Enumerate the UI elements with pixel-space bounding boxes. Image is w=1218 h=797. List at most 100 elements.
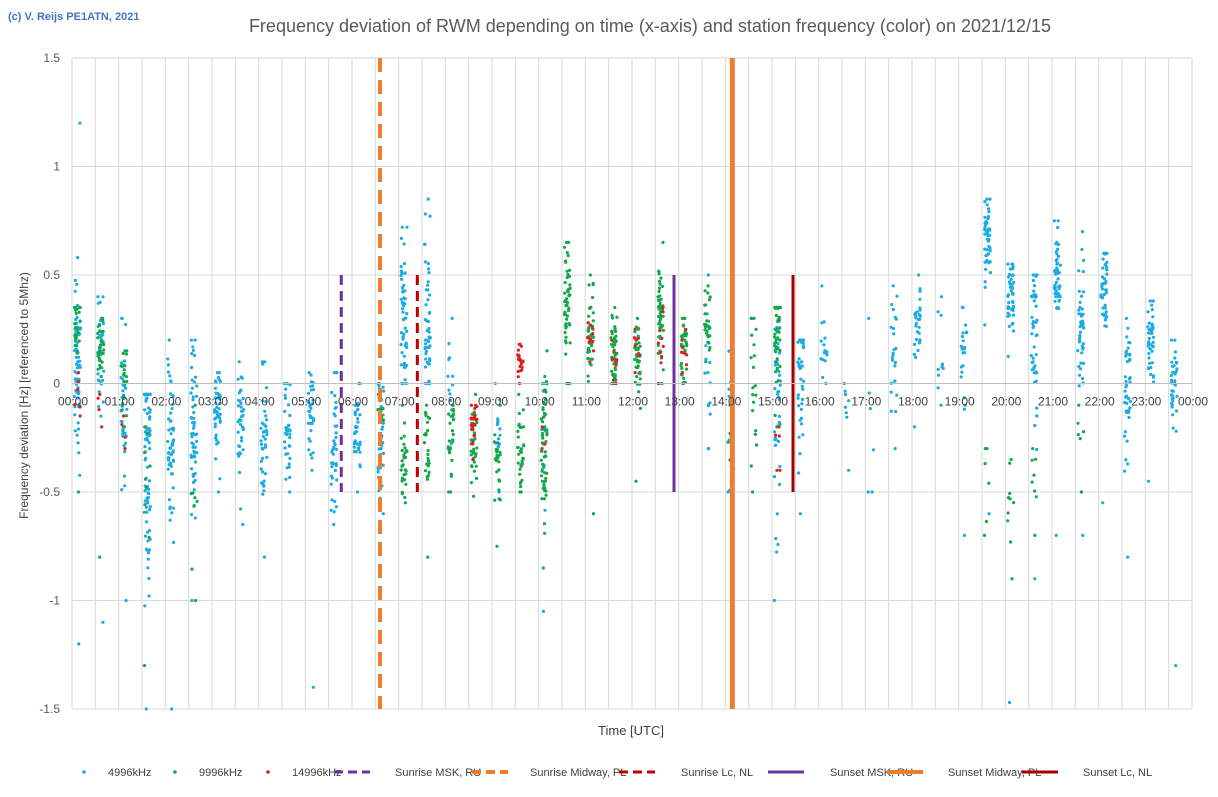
data-point-4996kHz [400, 277, 404, 281]
data-point-4996kHz [166, 370, 170, 374]
data-point-9996kHz [193, 403, 197, 407]
data-point-4996kHz [189, 365, 194, 370]
data-point-9996kHz [754, 327, 758, 331]
data-point-4996kHz [773, 438, 777, 442]
data-point-4996kHz [239, 405, 243, 409]
data-point-4996kHz [894, 346, 898, 351]
data-point-9996kHz [703, 303, 707, 307]
data-point-9996kHz [636, 366, 640, 370]
data-point-4996kHz [78, 473, 82, 477]
data-point-4996kHz [284, 426, 288, 430]
data-point-9996kHz [542, 400, 546, 404]
data-point-9996kHz [706, 340, 710, 344]
data-point-4996kHz [191, 348, 195, 352]
data-point-4996kHz [1077, 269, 1081, 273]
data-point-4996kHz [1035, 406, 1039, 410]
data-point-9996kHz [539, 417, 543, 421]
data-point-4996kHz [190, 386, 194, 390]
data-point-4996kHz [143, 437, 147, 441]
data-point-9996kHz [752, 354, 756, 358]
data-point-4996kHz [403, 271, 407, 275]
data-point-4996kHz [354, 403, 358, 407]
data-point-14996kHz [614, 357, 619, 362]
data-point-4996kHz [1128, 406, 1132, 410]
data-point-4996kHz [288, 475, 292, 480]
data-point-9996kHz [544, 412, 548, 416]
data-point-4996kHz [259, 426, 263, 430]
data-point-4996kHz [76, 441, 80, 445]
data-point-4996kHz [988, 249, 992, 253]
data-point-4996kHz [73, 429, 77, 433]
data-point-4996kHz [237, 391, 241, 395]
data-point-4996kHz [147, 492, 151, 496]
data-point-4996kHz [1151, 299, 1155, 303]
data-point-4996kHz [148, 505, 152, 509]
data-point-9996kHz [613, 339, 618, 343]
data-point-14996kHz [521, 359, 525, 363]
data-point-4996kHz [800, 364, 804, 368]
data-point-4996kHz [195, 384, 199, 388]
data-point-14996kHz [122, 414, 126, 418]
data-point-4996kHz [405, 345, 409, 349]
data-point-4996kHz [166, 357, 170, 361]
data-point-9996kHz [146, 431, 150, 435]
x-tick-label: 05:00 [291, 395, 321, 409]
data-point-9996kHz [451, 403, 455, 407]
data-point-14996kHz [98, 392, 102, 396]
data-point-4996kHz [1007, 324, 1011, 328]
data-point-9996kHz [76, 490, 80, 494]
data-point-4996kHz [1103, 303, 1107, 307]
data-point-4996kHz [1103, 312, 1107, 316]
data-point-4996kHz [1082, 361, 1086, 365]
data-point-4996kHz [1175, 394, 1179, 398]
data-point-4996kHz [1054, 242, 1058, 246]
data-point-4996kHz [1012, 280, 1016, 285]
data-point-4996kHz [399, 265, 403, 269]
data-point-9996kHz [752, 316, 756, 320]
data-point-9996kHz [472, 447, 476, 451]
data-point-4996kHz [986, 239, 991, 243]
data-point-4996kHz [283, 393, 287, 397]
data-point-4996kHz [191, 405, 195, 409]
data-point-9996kHz [428, 416, 432, 420]
data-point-4996kHz [168, 392, 173, 396]
data-point-9996kHz [400, 476, 404, 480]
data-point-4996kHz [825, 353, 829, 357]
data-point-4996kHz [912, 425, 917, 429]
data-point-9996kHz [542, 455, 546, 459]
data-point-9996kHz [100, 338, 104, 342]
data-point-4996kHz [1077, 364, 1081, 368]
data-point-4996kHz [216, 415, 221, 419]
data-point-4996kHz [121, 389, 125, 393]
data-point-9996kHz [638, 406, 643, 410]
data-point-4996kHz [424, 338, 428, 342]
data-point-4996kHz [1174, 664, 1178, 668]
data-point-14996kHz [661, 344, 665, 348]
data-point-14996kHz [591, 339, 595, 343]
data-point-4996kHz [145, 396, 149, 400]
data-point-14996kHz [123, 435, 127, 439]
data-point-4996kHz [123, 359, 127, 363]
data-point-4996kHz [891, 307, 895, 312]
data-point-4996kHz [237, 444, 241, 448]
data-point-9996kHz [540, 497, 544, 501]
data-point-4996kHz [961, 339, 965, 343]
data-point-4996kHz [1128, 341, 1132, 345]
data-point-4996kHz [144, 520, 149, 524]
data-point-4996kHz [241, 448, 245, 452]
data-point-9996kHz [541, 408, 545, 412]
data-point-4996kHz [1057, 299, 1061, 303]
data-point-4996kHz [1011, 304, 1016, 308]
data-point-4996kHz [167, 451, 171, 455]
data-point-4996kHz [381, 385, 385, 389]
data-point-4996kHz [402, 354, 406, 358]
data-point-9996kHz [521, 457, 526, 461]
data-point-4996kHz [983, 323, 987, 327]
data-point-4996kHz [1030, 368, 1034, 372]
data-point-4996kHz [193, 460, 198, 464]
data-point-9996kHz [473, 392, 478, 396]
data-point-4996kHz [236, 430, 240, 434]
data-point-4996kHz [819, 357, 823, 361]
data-point-9996kHz [517, 392, 521, 396]
